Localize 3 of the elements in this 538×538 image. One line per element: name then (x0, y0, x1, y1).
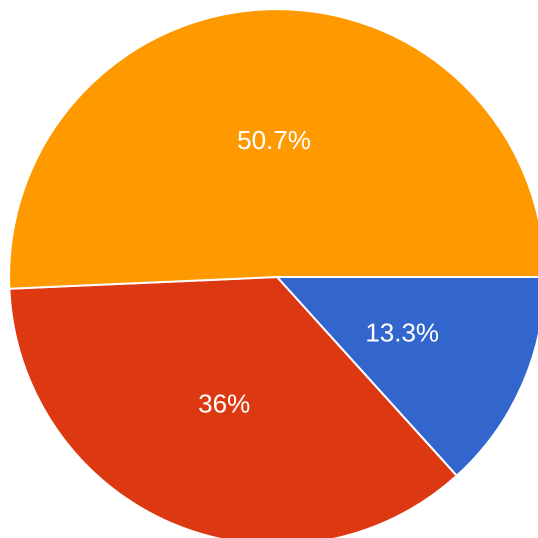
data-label: 13.3% (365, 318, 440, 348)
data-label: 36% (198, 388, 250, 418)
data-label: 50.7% (237, 125, 311, 156)
